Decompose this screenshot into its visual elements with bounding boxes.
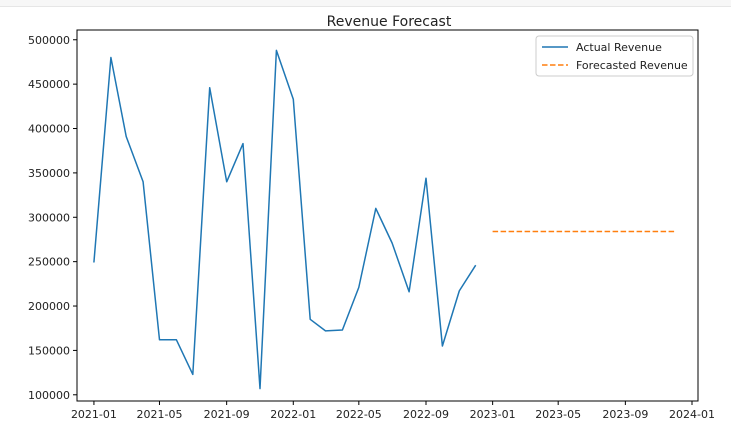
y-tick-label: 350000 — [28, 167, 70, 180]
legend-label: Forecasted Revenue — [576, 59, 688, 72]
x-tick-label: 2023-09 — [602, 408, 648, 421]
x-tick-label: 2021-09 — [204, 408, 250, 421]
series-layer — [93, 49, 676, 390]
x-tick-label: 2023-05 — [535, 408, 581, 421]
legend-label: Actual Revenue — [576, 41, 662, 54]
y-tick-label: 400000 — [28, 123, 70, 136]
actual-revenue-line — [93, 49, 477, 390]
x-tick-label: 2021-05 — [136, 408, 182, 421]
y-tick-label: 450000 — [28, 78, 70, 91]
y-tick-label: 100000 — [28, 389, 70, 402]
x-tick-label: 2024-01 — [669, 408, 715, 421]
y-axis: 100000 150000 200000 250000 300000 350000 4000… — [28, 34, 77, 402]
plot-frame — [76, 29, 699, 402]
y-tick-label: 250000 — [28, 256, 70, 269]
y-tick-label: 300000 — [28, 211, 70, 224]
x-tick-label: 2023-01 — [470, 408, 516, 421]
x-tick-label: 2022-01 — [270, 408, 316, 421]
x-tick-label: 2021-01 — [71, 408, 117, 421]
y-tick-label: 200000 — [28, 300, 70, 313]
x-tick-label: 2022-09 — [403, 408, 449, 421]
x-tick-label: 2022-05 — [336, 408, 382, 421]
legend-box — [535, 35, 694, 77]
window-top-strip — [0, 0, 731, 7]
y-tick-label: 500000 — [28, 34, 70, 47]
y-tick-label: 150000 — [28, 344, 70, 357]
chart-title: Revenue Forecast — [327, 14, 452, 30]
legend: Actual Revenue Forecasted Revenue — [535, 35, 694, 77]
x-axis: 2021-01 2021-05 2021-09 2022-01 2022-05 2022-… — [71, 401, 715, 421]
